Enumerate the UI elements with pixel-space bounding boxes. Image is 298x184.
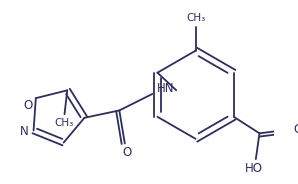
Text: O: O — [122, 146, 131, 159]
Text: N: N — [20, 125, 29, 138]
Text: O: O — [24, 99, 33, 112]
Text: CH₃: CH₃ — [54, 118, 73, 128]
Text: HO: HO — [245, 162, 263, 175]
Text: O: O — [294, 123, 298, 136]
Text: CH₃: CH₃ — [186, 13, 205, 23]
Text: HN: HN — [156, 82, 174, 95]
